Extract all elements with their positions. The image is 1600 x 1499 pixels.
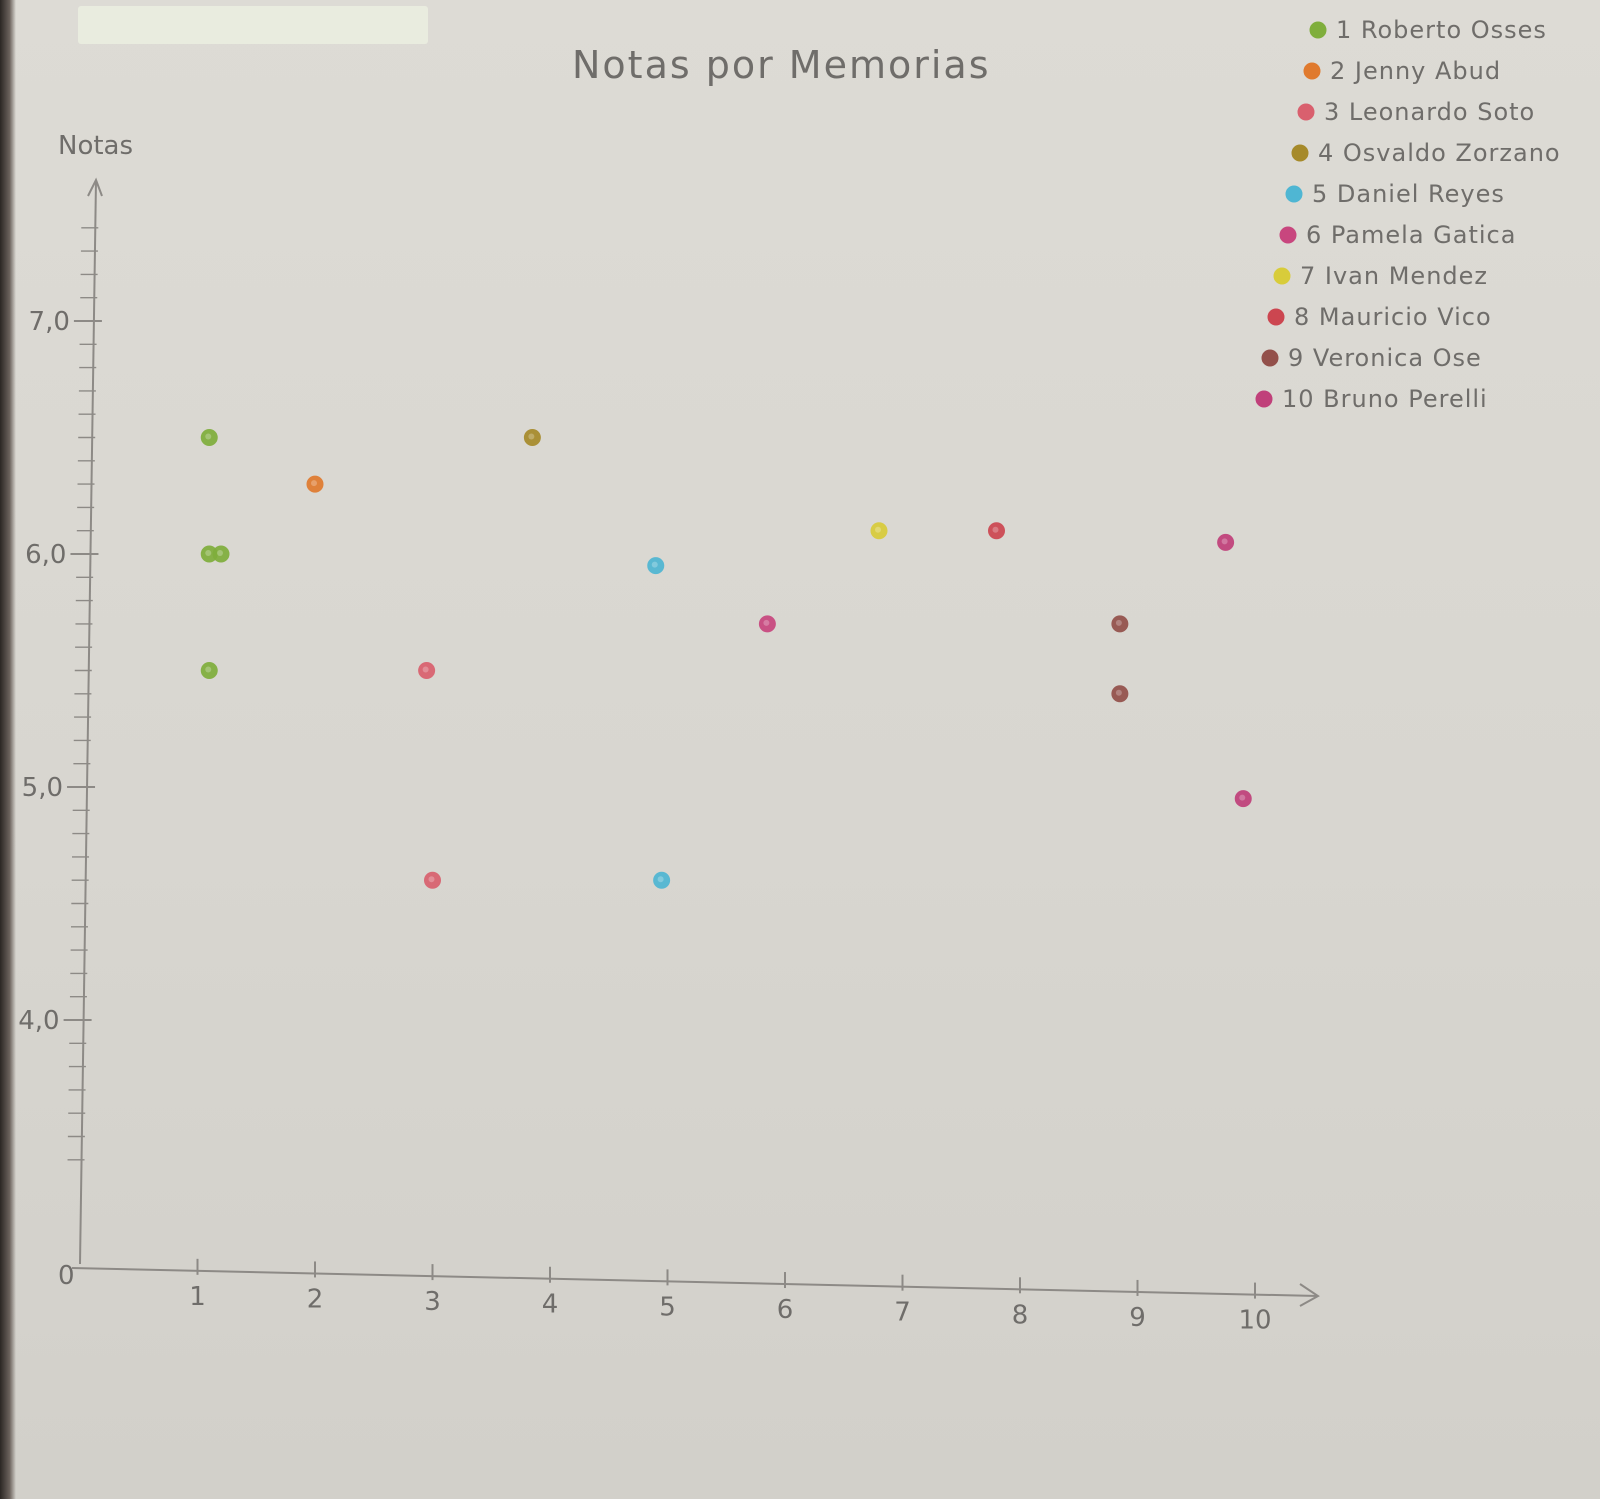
x-tick-label: 10 <box>1238 1306 1271 1336</box>
data-point-highlight <box>657 876 664 883</box>
data-point-series-1 <box>212 545 230 563</box>
data-point-series-9 <box>1111 615 1129 633</box>
legend-label: 10 Bruno Perelli <box>1282 385 1488 413</box>
legend: 1 Roberto Osses 2 Jenny Abud 3 Leonardo So… <box>1255 16 1561 413</box>
data-point-highlight <box>205 433 212 440</box>
y-axis-line <box>79 179 97 1265</box>
data-point-series-1 <box>200 662 218 679</box>
y-axis-label: Notas <box>58 131 133 161</box>
x-axis-line <box>71 1267 1319 1297</box>
x-tick-label: 4 <box>542 1290 559 1320</box>
legend-label: 8 Mauricio Vico <box>1294 303 1492 331</box>
data-point-highlight <box>1115 619 1122 626</box>
data-point-series-2 <box>306 475 324 493</box>
legend-label: 2 Jenny Abud <box>1330 57 1501 85</box>
legend-marker <box>1303 62 1321 80</box>
legend-label: 5 Daniel Reyes <box>1312 180 1505 208</box>
data-point-highlight <box>205 666 212 673</box>
table-edge-shadow <box>0 0 16 1499</box>
origin-label: 0 <box>58 1261 75 1291</box>
legend-marker <box>1297 103 1315 121</box>
x-tick-label: 2 <box>307 1284 324 1314</box>
data-point-highlight <box>651 561 658 568</box>
data-point-series-3 <box>424 871 441 889</box>
y-tick-label: 5,0 <box>22 773 63 803</box>
legend-label: 7 Ivan Mendez <box>1300 262 1488 290</box>
data-point-highlight <box>205 550 212 556</box>
x-tick-label: 3 <box>424 1287 441 1317</box>
legend-label: 4 Osvaldo Zorzano <box>1318 139 1561 167</box>
data-point-series-6 <box>758 615 776 633</box>
x-axis-arrow <box>1299 1283 1320 1307</box>
legend-label: 1 Roberto Osses <box>1336 16 1547 44</box>
legend-label: 3 Leonardo Soto <box>1324 98 1535 126</box>
data-point-series-8 <box>988 522 1005 540</box>
data-point-series-4 <box>523 429 541 446</box>
masking-tape <box>78 6 428 44</box>
y-tick-label: 4,0 <box>18 1006 59 1036</box>
axes <box>67 177 1320 1307</box>
data-point-highlight <box>1221 538 1228 545</box>
x-tick-label: 6 <box>777 1295 794 1325</box>
data-point-highlight <box>763 619 770 626</box>
legend-marker <box>1261 349 1279 367</box>
legend-marker <box>1285 185 1303 203</box>
data-point-highlight <box>217 550 223 556</box>
legend-marker <box>1273 267 1291 285</box>
x-tick-label: 8 <box>1012 1300 1029 1330</box>
x-tick-label: 5 <box>659 1292 676 1322</box>
data-point-series-5 <box>653 871 671 889</box>
legend-label: 9 Veronica Ose <box>1288 344 1482 372</box>
legend-marker <box>1267 308 1285 326</box>
data-point-highlight <box>1115 689 1122 696</box>
legend-marker <box>1309 21 1327 39</box>
data-point-series-10 <box>1234 790 1252 808</box>
chart-title: Notas por Memorias <box>572 43 991 87</box>
y-ticks: 4,0 5,0 6,0 7,0 <box>18 307 102 1036</box>
data-point-highlight <box>528 433 535 440</box>
data-point-series-10 <box>1217 533 1235 551</box>
y-tick-label: 6,0 <box>25 540 66 570</box>
data-point-series-1 <box>200 429 218 446</box>
data-point-highlight <box>992 526 999 533</box>
x-tick-label: 7 <box>894 1298 911 1328</box>
data-point-series-3 <box>418 662 436 679</box>
x-tick-label: 1 <box>189 1282 206 1312</box>
legend-marker <box>1291 144 1309 162</box>
y-axis-arrow <box>87 177 103 197</box>
data-point-highlight <box>1239 794 1246 801</box>
data-point-series-7 <box>870 522 888 540</box>
data-point-highlight <box>875 526 881 533</box>
data-point-highlight <box>422 666 429 673</box>
x-tick-label: 9 <box>1129 1303 1146 1333</box>
data-point-highlight <box>428 876 435 883</box>
data-point-series-9 <box>1111 685 1129 703</box>
x-ticks: 1 2 3 4 5 6 7 8 9 10 <box>189 1258 1272 1336</box>
data-point-highlight <box>311 480 317 487</box>
data-points <box>200 429 1252 889</box>
data-point-series-5 <box>647 557 665 575</box>
legend-label: 6 Pamela Gatica <box>1306 221 1516 249</box>
legend-marker <box>1255 390 1273 408</box>
y-tick-label: 7,0 <box>29 307 70 337</box>
y-minor-ticks <box>67 227 99 1161</box>
legend-marker <box>1279 226 1297 244</box>
